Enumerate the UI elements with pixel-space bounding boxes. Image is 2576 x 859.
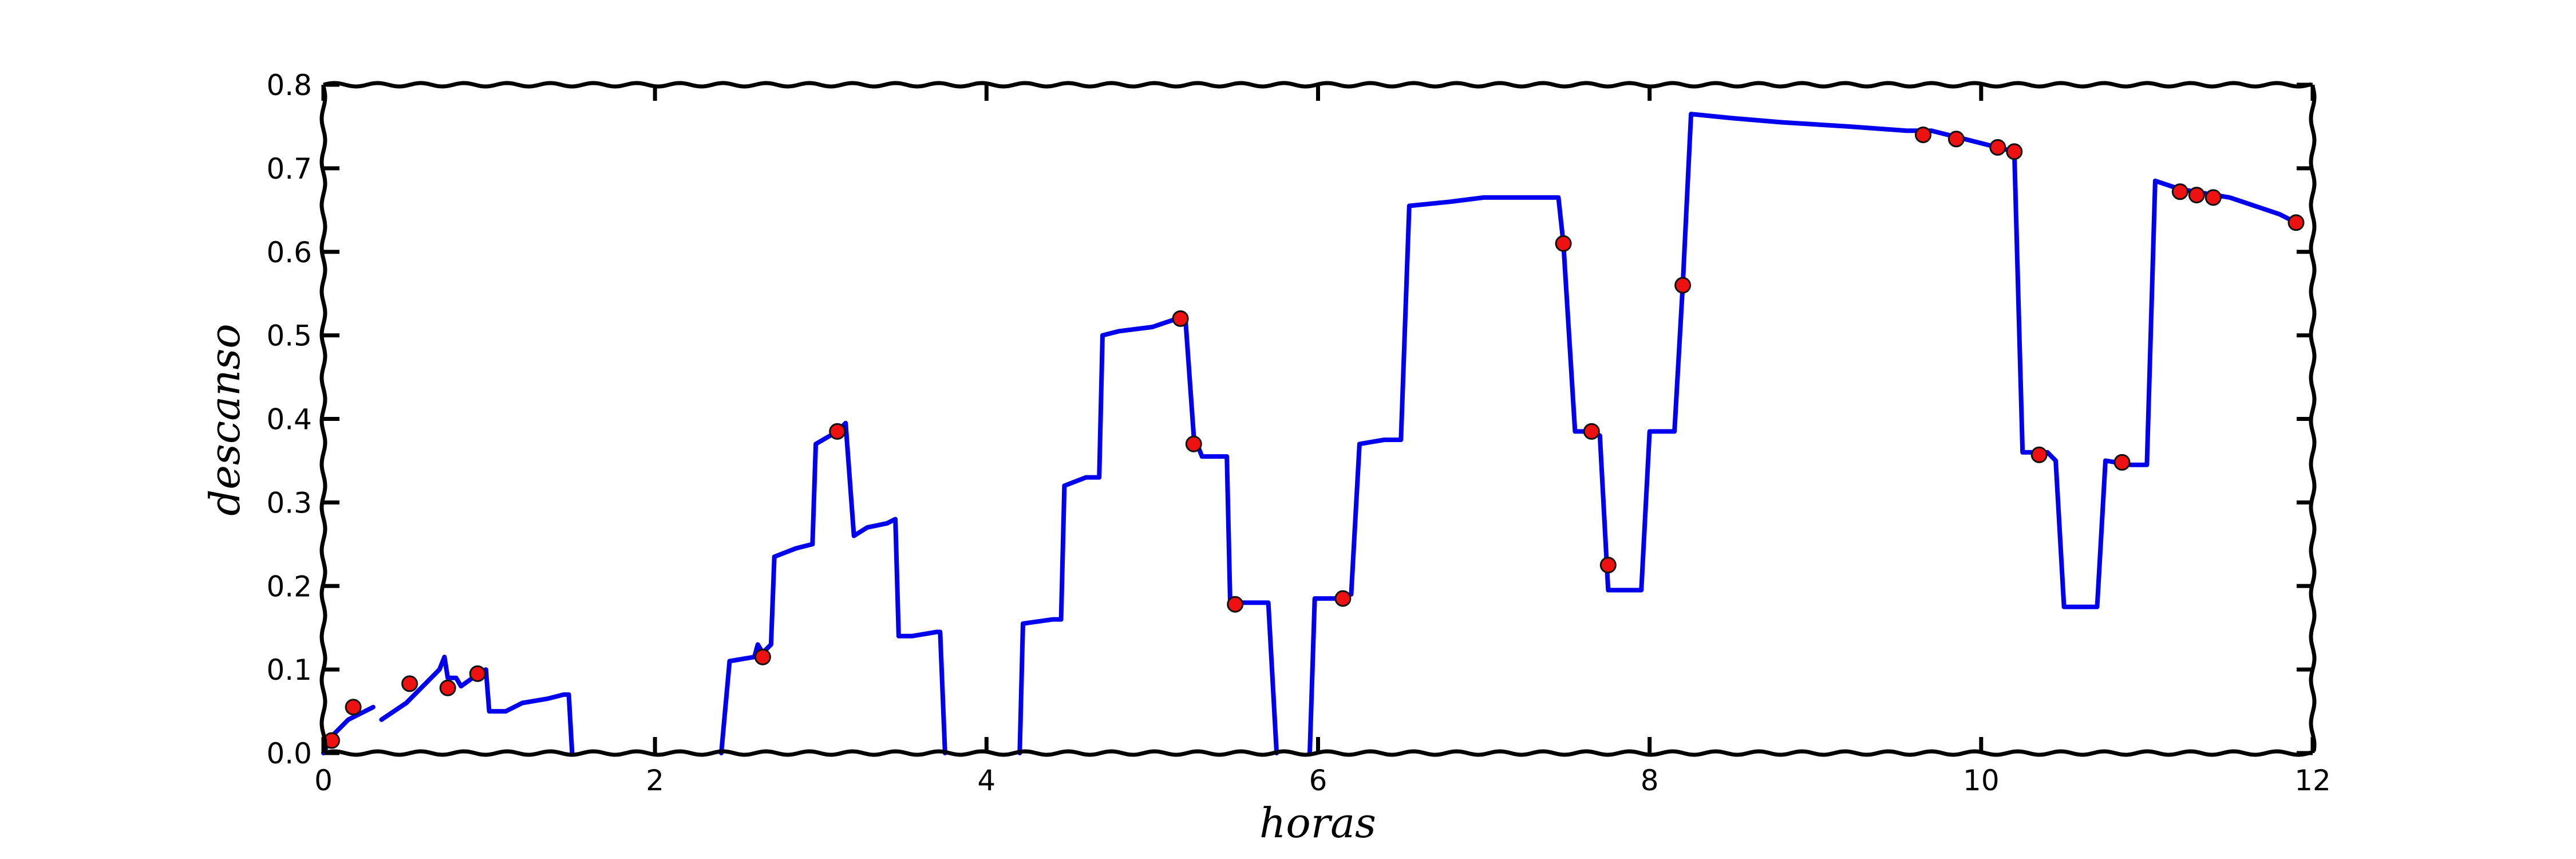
data-point-marker — [401, 675, 418, 692]
data-point-marker — [345, 699, 362, 716]
axes-left-border — [319, 84, 327, 752]
data-point-marker — [469, 665, 486, 682]
data-point-marker — [2030, 446, 2048, 463]
x-tick-label: 2 — [646, 764, 664, 797]
y-axis-title: descanso — [201, 324, 249, 516]
y-tick-label: 0.5 — [266, 320, 312, 353]
data-point-marker — [439, 679, 456, 696]
x-tick-label: 10 — [1963, 764, 2000, 797]
x-tick-label: 6 — [1309, 764, 1327, 797]
y-tick-label: 0.4 — [266, 403, 312, 436]
y-tick-label: 0.6 — [266, 236, 312, 269]
data-point-marker — [2287, 214, 2305, 231]
data-point-marker — [1947, 131, 1965, 148]
plot-area — [321, 112, 2305, 755]
x-tick-label: 4 — [977, 764, 995, 797]
y-tick-label: 0.0 — [266, 737, 312, 770]
data-point-marker — [1989, 139, 2006, 156]
data-point-marker — [1674, 277, 1692, 294]
x-tick-label: 8 — [1641, 764, 1659, 797]
y-tick-label: 0.7 — [266, 152, 312, 186]
y-tick-label: 0.8 — [266, 69, 312, 102]
x-tick-label: 0 — [314, 764, 333, 797]
data-point-marker — [1583, 423, 1600, 440]
data-point-marker — [2006, 143, 2023, 160]
series-line-segment — [719, 420, 947, 755]
x-tick-label: 12 — [2294, 764, 2331, 797]
y-tick-label: 0.1 — [266, 653, 312, 687]
axis-ticks: 0 2 4 6 8 10 12 0.0 0.1 0.2 0.3 0.4 0.5 0.6 0.7 0.8 — [266, 69, 2330, 797]
data-point-marker — [1185, 435, 1202, 452]
data-point-marker — [1172, 310, 1189, 327]
data-point-marker — [1555, 235, 1572, 252]
data-point-marker — [1915, 127, 1931, 143]
data-point-marker — [2204, 189, 2222, 206]
x-axis-title: horas — [1259, 799, 1376, 847]
y-tick-label: 0.3 — [266, 486, 312, 519]
data-point-marker — [2171, 183, 2188, 200]
data-point-marker — [1227, 596, 1244, 613]
data-point-marker — [2188, 187, 2205, 204]
data-point-marker — [829, 423, 846, 440]
data-point-marker — [754, 648, 771, 665]
y-tick-label: 0.2 — [266, 570, 312, 603]
series-line-segment — [1017, 316, 1279, 755]
data-point-marker — [1599, 557, 1617, 574]
data-point-marker — [1334, 590, 1352, 607]
series-line-segment — [1307, 112, 2298, 755]
data-point-marker — [2113, 454, 2131, 471]
